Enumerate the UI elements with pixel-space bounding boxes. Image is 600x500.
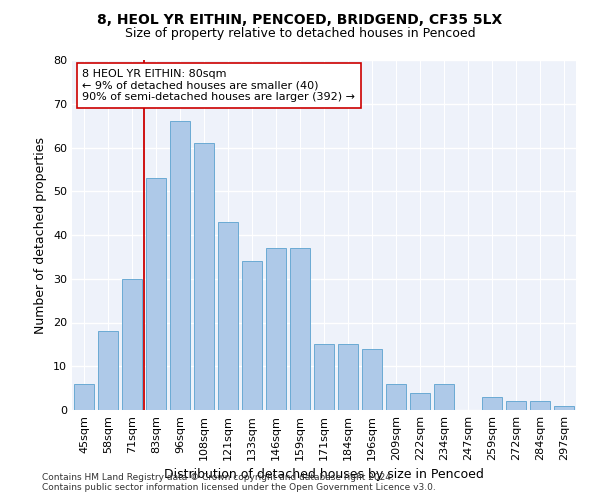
Bar <box>506 401 526 410</box>
Bar <box>482 397 502 410</box>
Bar <box>170 122 190 410</box>
Y-axis label: Number of detached properties: Number of detached properties <box>34 136 47 334</box>
Text: Size of property relative to detached houses in Pencoed: Size of property relative to detached ho… <box>125 28 475 40</box>
Bar <box>122 279 142 410</box>
Text: 8 HEOL YR EITHIN: 80sqm
← 9% of detached houses are smaller (40)
90% of semi-det: 8 HEOL YR EITHIN: 80sqm ← 9% of detached… <box>82 69 355 102</box>
Bar <box>434 384 454 410</box>
Text: Contains HM Land Registry data © Crown copyright and database right 2024.
Contai: Contains HM Land Registry data © Crown c… <box>42 473 436 492</box>
Bar <box>314 344 334 410</box>
Bar <box>362 349 382 410</box>
Bar <box>338 344 358 410</box>
Bar <box>530 401 550 410</box>
Bar <box>266 248 286 410</box>
Bar <box>386 384 406 410</box>
Bar <box>218 222 238 410</box>
Text: 8, HEOL YR EITHIN, PENCOED, BRIDGEND, CF35 5LX: 8, HEOL YR EITHIN, PENCOED, BRIDGEND, CF… <box>97 12 503 26</box>
Bar <box>146 178 166 410</box>
Bar <box>98 331 118 410</box>
Bar <box>554 406 574 410</box>
X-axis label: Distribution of detached houses by size in Pencoed: Distribution of detached houses by size … <box>164 468 484 481</box>
Bar <box>242 261 262 410</box>
Bar <box>410 392 430 410</box>
Bar <box>194 143 214 410</box>
Bar <box>290 248 310 410</box>
Bar <box>74 384 94 410</box>
